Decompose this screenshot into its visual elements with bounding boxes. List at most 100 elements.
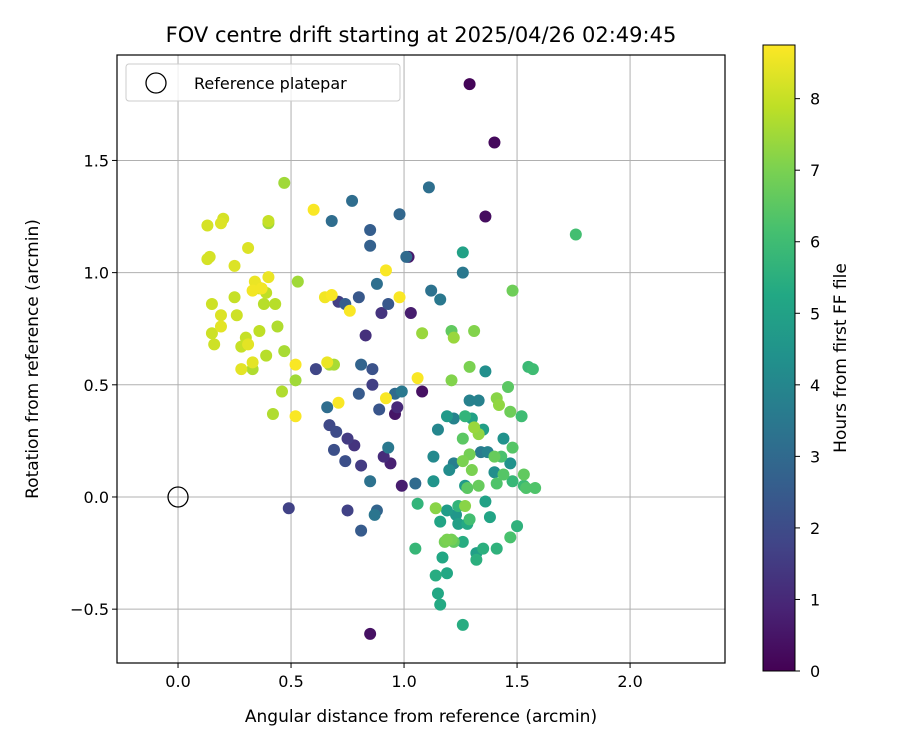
data-point [502,381,515,394]
data-point [465,464,478,477]
colorbar-ticks: 0 1 2 3 4 5 6 7 8 [795,90,820,681]
data-point [330,425,343,438]
x-tick-label: 0.5 [278,672,303,691]
data-point [289,374,302,387]
data-point [391,401,404,414]
data-point [379,392,392,405]
y-tick-label: 0.0 [84,488,109,507]
data-point [341,432,354,445]
data-point [375,307,388,320]
legend: Reference platepar [125,63,401,102]
data-point [529,482,542,495]
data-point [463,78,476,91]
x-tick-label: 2.0 [617,672,642,691]
data-point [479,365,492,378]
data-point [355,358,368,371]
data-point [352,387,365,400]
data-point [450,508,463,521]
data-point [504,405,517,418]
data-point [255,282,268,295]
data-point [257,298,270,311]
data-point [341,504,354,517]
data-point [370,277,383,290]
data-point [497,432,510,445]
data-point [440,533,453,546]
data-point [291,275,304,288]
data-point [228,291,241,304]
data-point [343,304,356,317]
data-point [506,284,519,297]
data-point [214,309,227,322]
colorbar-tick-label: 6 [810,233,820,252]
colorbar-tick-label: 4 [810,376,820,395]
data-point [456,455,469,468]
data-point [445,374,458,387]
data-point [488,466,501,479]
data-point [235,363,248,376]
y-tick-label: 0.5 [84,376,109,395]
data-point [289,410,302,423]
data-point [431,423,444,436]
data-point [463,360,476,373]
data-point [214,217,227,230]
data-point [282,502,295,515]
data-point [214,320,227,333]
plot-frame [116,54,726,664]
data-point [425,284,438,297]
data-point [477,542,490,555]
data-point [366,363,379,376]
data-point [201,219,214,232]
data-point [364,475,377,488]
data-point [409,542,422,555]
data-point [230,309,243,322]
data-point [289,358,302,371]
legend-entry-label: Reference platepar [194,74,347,93]
data-point [364,239,377,252]
data-point [393,208,406,221]
data-point [411,372,424,385]
data-point [470,553,483,566]
x-tick-label: 0.0 [165,672,190,691]
data-point [253,324,266,337]
data-point [278,345,291,358]
data-point [526,363,539,376]
data-point [456,266,469,279]
data-point [459,499,472,512]
data-points [201,78,582,640]
data-point [368,508,381,521]
data-point [205,298,218,311]
data-point [366,378,379,391]
data-point [434,515,447,528]
data-point [472,394,485,407]
data-point [228,259,241,272]
data-point [321,401,334,414]
data-point [452,517,465,530]
colorbar-tick-label: 0 [810,662,820,681]
data-point [490,542,503,555]
y-tick-label: 1.5 [84,151,109,170]
data-point [201,253,214,266]
data-point [431,587,444,600]
data-point [379,264,392,277]
colorbar-tick-label: 5 [810,304,820,323]
colorbar-tick-label: 7 [810,161,820,180]
data-point [339,455,352,468]
data-point [332,396,345,409]
data-point [409,477,422,490]
data-point [355,524,368,537]
data-point [504,531,517,544]
data-point [309,363,322,376]
data-point [411,497,424,510]
legend-box [125,63,401,102]
data-point [364,627,377,640]
data-point [479,210,492,223]
data-point [400,250,413,263]
data-point [416,385,429,398]
data-point [461,482,474,495]
data-point [427,475,440,488]
data-point [355,459,368,472]
data-point [395,479,408,492]
reference-point [167,486,189,508]
data-point [242,338,255,351]
data-point [456,246,469,259]
